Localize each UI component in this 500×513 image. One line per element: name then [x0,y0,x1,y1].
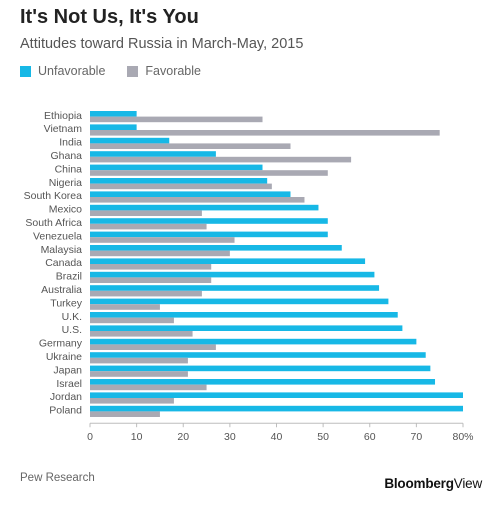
category-label-india: India [59,137,82,149]
bar-favorable-germany [90,344,216,350]
category-label-turkey: Turkey [50,297,82,309]
bar-favorable-u-k [90,317,174,324]
bar-unfavorable-malaysia [90,245,342,251]
category-label-jordan: Jordan [50,391,82,403]
bar-unfavorable-vietnam [90,124,137,130]
x-tick-label: 50 [317,431,329,443]
bar-favorable-brazil [90,277,212,283]
category-label-australia: Australia [41,284,82,296]
legend-label-favorable: Favorable [145,64,201,78]
bar-unfavorable-jordan [90,392,463,398]
x-tick-label: 60 [364,431,376,443]
category-label-china: China [55,163,83,175]
legend-label-unfavorable: Unfavorable [38,64,106,78]
x-tick-label: 80% [452,431,473,443]
category-label-south-africa: South Africa [25,217,82,229]
legend-item-favorable: Favorable [127,64,201,78]
legend-swatch-unfavorable [20,65,31,77]
chart-subtitle: Attitudes toward Russia in March-May, 20… [20,36,304,52]
bar-unfavorable-u-s [90,325,403,331]
category-label-mexico: Mexico [49,204,82,216]
bar-favorable-nigeria [90,183,272,190]
bar-unfavorable-poland [90,405,463,412]
bar-unfavorable-mexico [90,204,319,211]
bar-favorable-poland [90,411,160,417]
bar-favorable-israel [90,384,207,391]
x-tick-label: 70 [411,431,423,443]
chart-title: It's Not Us, It's You [20,6,199,28]
bar-unfavorable-nigeria [90,178,268,184]
x-tick-label: 0 [87,431,93,443]
x-tick-label: 30 [224,431,236,443]
bar-favorable-jordan [90,398,174,404]
chart-legend: Unfavorable Favorable [20,64,223,78]
bar-unfavorable-u-k [90,312,398,318]
bar-unfavorable-brazil [90,271,375,278]
bar-favorable-malaysia [90,250,230,257]
bar-favorable-south-korea [90,197,305,203]
bar-unfavorable-south-korea [90,191,291,197]
bar-unfavorable-canada [90,258,366,264]
brand-suffix: View [453,476,482,491]
bar-unfavorable-venezuela [90,231,328,238]
bar-unfavorable-china [90,164,263,171]
bar-unfavorable-turkey [90,298,389,305]
bar-favorable-vietnam [90,130,440,136]
bar-favorable-canada [90,264,212,270]
bar-unfavorable-ghana [90,151,216,157]
category-label-ethiopia: Ethiopia [44,110,82,122]
category-label-germany: Germany [39,338,83,350]
bar-unfavorable-japan [90,365,431,372]
category-label-vietnam: Vietnam [44,123,83,135]
category-label-brazil: Brazil [56,271,82,283]
bar-favorable-india [90,143,291,149]
bar-unfavorable-ukraine [90,352,426,358]
x-tick-label: 10 [131,431,143,443]
category-label-ghana: Ghana [50,150,82,162]
category-label-venezuela: Venezuela [33,230,82,242]
bar-unfavorable-germany [90,338,417,345]
bar-unfavorable-south-africa [90,218,328,224]
category-label-japan: Japan [53,364,82,376]
bar-favorable-venezuela [90,237,235,243]
category-label-u-s: U.S. [62,324,82,336]
category-label-u-k: U.K. [62,311,82,323]
bar-favorable-south-africa [90,223,207,230]
bar-favorable-turkey [90,304,160,310]
category-label-israel: Israel [56,378,82,390]
bar-favorable-ethiopia [90,116,263,123]
bar-favorable-ghana [90,156,352,163]
legend-item-unfavorable: Unfavorable [20,64,105,78]
bar-favorable-japan [90,371,188,377]
category-label-south-korea: South Korea [24,190,83,202]
category-label-nigeria: Nigeria [49,177,82,189]
bar-unfavorable-india [90,137,170,144]
category-label-ukraine: Ukraine [46,351,82,363]
x-tick-label: 20 [177,431,189,443]
x-tick-label: 40 [271,431,283,443]
brand-name: Bloomberg [384,476,454,491]
bar-favorable-u-s [90,331,193,337]
category-label-canada: Canada [45,257,82,269]
bar-favorable-mexico [90,210,202,216]
category-label-poland: Poland [49,405,82,417]
source-note: Pew Research [20,472,95,484]
bar-favorable-china [90,170,328,176]
brand-logo: BloombergView [384,476,482,491]
bar-unfavorable-ethiopia [90,111,137,117]
category-label-malaysia: Malaysia [41,244,83,256]
bar-favorable-ukraine [90,357,188,364]
bar-favorable-australia [90,290,202,297]
bar-unfavorable-israel [90,379,436,385]
legend-swatch-favorable [127,65,139,77]
bar-unfavorable-australia [90,285,380,291]
